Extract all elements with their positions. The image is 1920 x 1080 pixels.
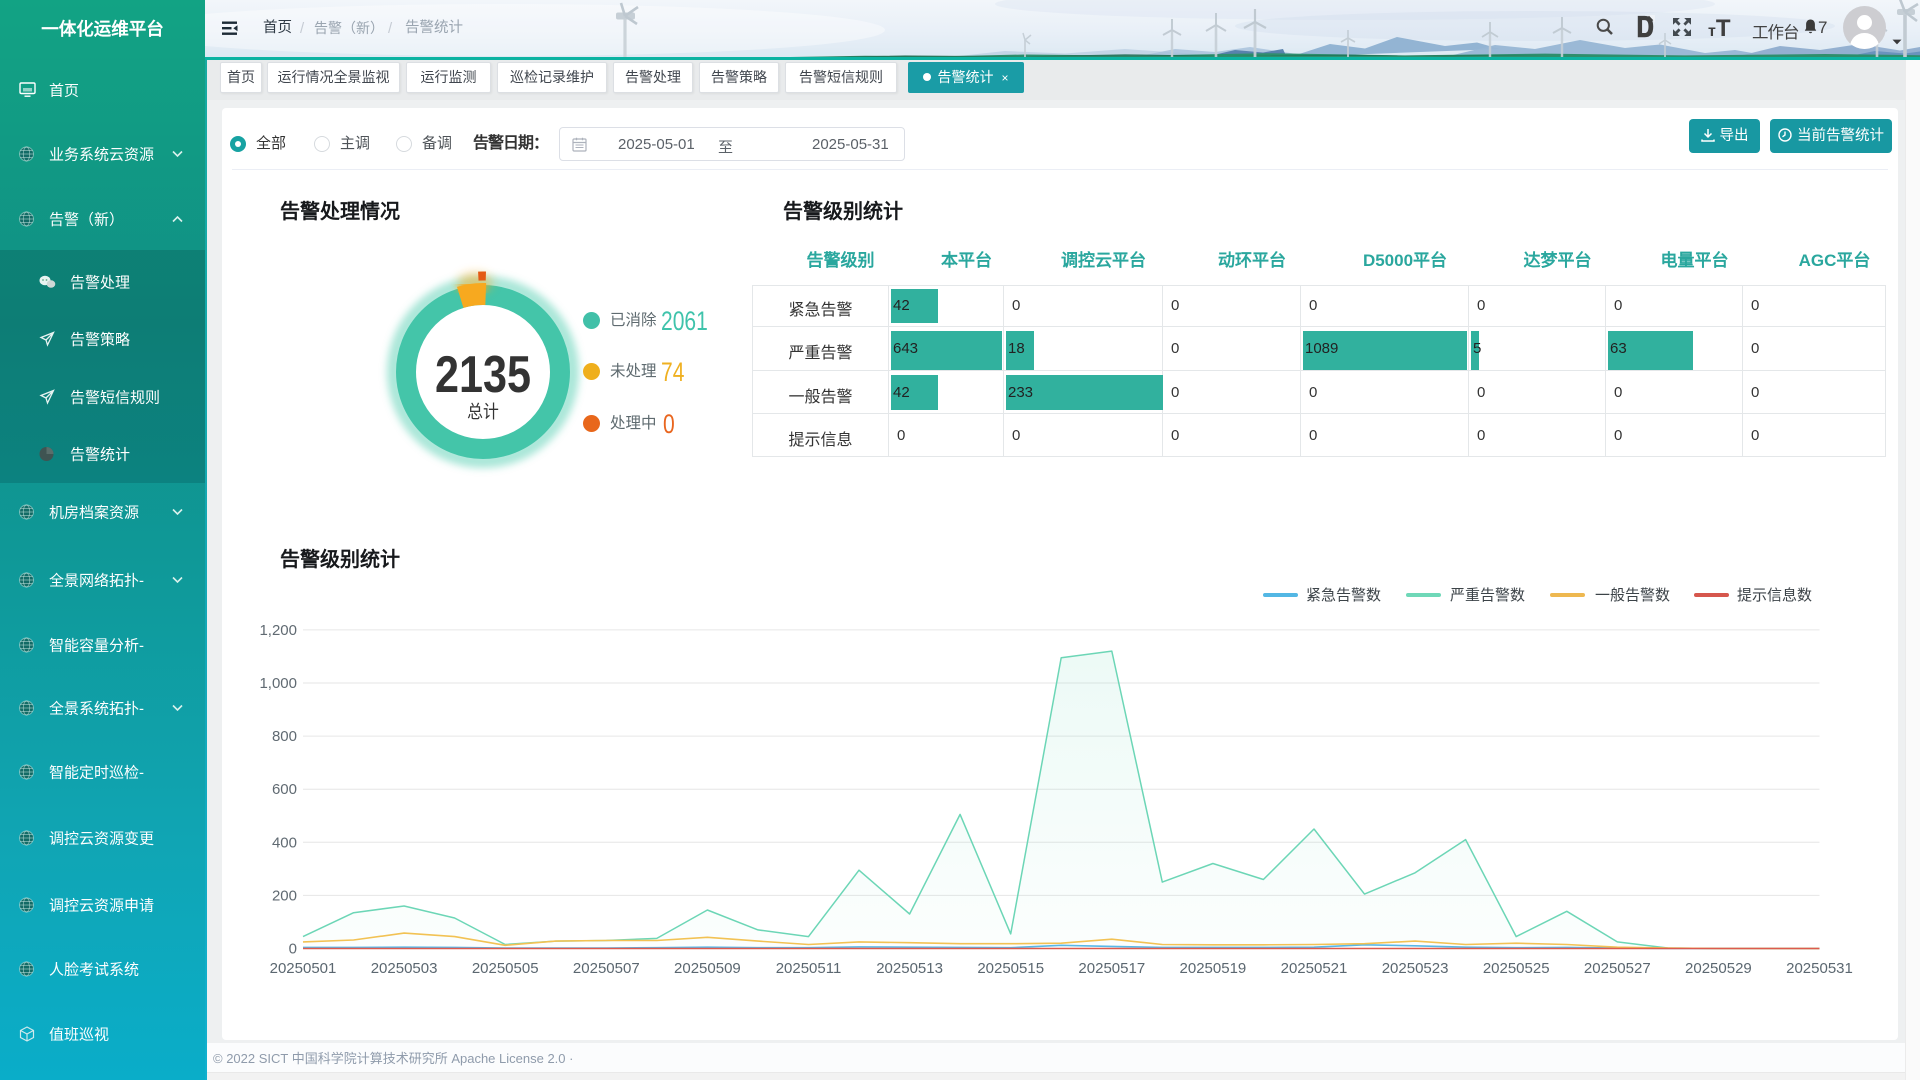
svg-text:20250527: 20250527 (1584, 960, 1651, 977)
svg-text:20250525: 20250525 (1483, 960, 1550, 977)
svg-text:20250517: 20250517 (1078, 960, 1145, 977)
svg-text:600: 600 (272, 781, 297, 798)
svg-text:20250515: 20250515 (977, 960, 1044, 977)
svg-text:800: 800 (272, 728, 297, 745)
svg-text:20250501: 20250501 (270, 960, 337, 977)
svg-text:2135: 2135 (435, 346, 531, 404)
svg-text:20250511: 20250511 (776, 960, 842, 977)
svg-text:20250521: 20250521 (1281, 960, 1348, 977)
svg-text:1,200: 1,200 (259, 622, 297, 639)
svg-text:0: 0 (289, 941, 297, 958)
svg-text:400: 400 (272, 834, 297, 851)
svg-text:20250507: 20250507 (573, 960, 640, 977)
svg-text:20250523: 20250523 (1382, 960, 1449, 977)
svg-text:20250513: 20250513 (876, 960, 943, 977)
svg-text:20250519: 20250519 (1180, 960, 1247, 977)
svg-text:20250503: 20250503 (371, 960, 438, 977)
svg-text:20250509: 20250509 (674, 960, 741, 977)
svg-text:20250505: 20250505 (472, 960, 539, 977)
svg-text:1,000: 1,000 (259, 675, 297, 692)
svg-text:20250529: 20250529 (1685, 960, 1752, 977)
svg-text:20250531: 20250531 (1786, 960, 1853, 977)
svg-text:200: 200 (272, 887, 297, 904)
svg-text:总计: 总计 (467, 402, 499, 422)
